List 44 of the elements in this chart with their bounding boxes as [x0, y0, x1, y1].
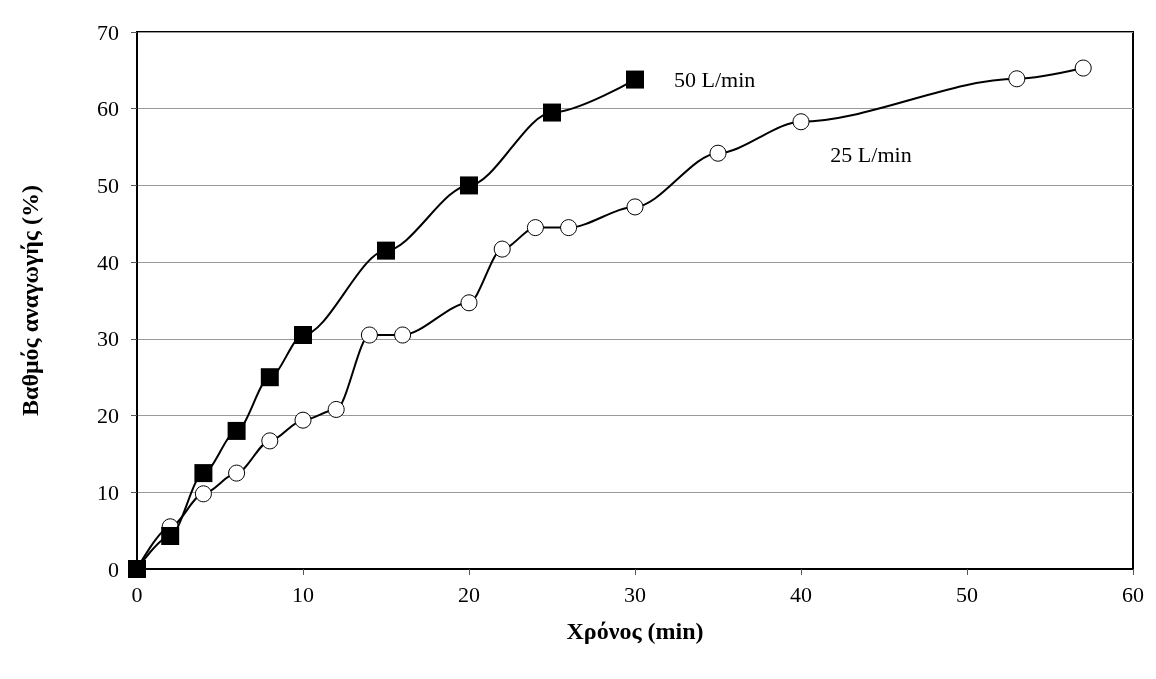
x-tick-label: 20 [458, 581, 480, 607]
point [161, 527, 180, 546]
x-tick-label: 50 [956, 581, 978, 607]
point [294, 411, 312, 429]
point [194, 485, 212, 503]
series-label: 25 L/min [830, 141, 912, 167]
x-tick-label: 40 [790, 581, 812, 607]
point [261, 432, 279, 450]
y-axis-title: Βαθμός αναγωγής (%) [17, 185, 43, 416]
point [526, 219, 544, 237]
point [227, 421, 246, 440]
y-tick-label: 20 [97, 403, 119, 429]
point [394, 326, 412, 344]
point [460, 176, 478, 195]
point [626, 198, 644, 216]
y-tick-label: 0 [108, 556, 119, 582]
point [543, 103, 561, 122]
point [228, 464, 246, 482]
point [493, 240, 511, 258]
point [260, 368, 279, 387]
point [327, 400, 345, 418]
point [792, 113, 810, 131]
point [194, 464, 213, 483]
x-tick-label: 30 [624, 581, 646, 607]
point [560, 219, 578, 237]
point [1008, 70, 1026, 88]
x-tick-label: 0 [131, 581, 143, 607]
x-axis-title: Χρόνος (min) [566, 618, 704, 644]
point [626, 70, 644, 89]
y-tick-label: 50 [97, 172, 119, 198]
point [709, 144, 727, 162]
y-tick-label: 60 [97, 96, 119, 122]
point [1074, 59, 1092, 77]
point [377, 241, 395, 260]
point [294, 326, 312, 345]
point [360, 326, 378, 344]
x-tick-label: 60 [1122, 581, 1144, 607]
y-tick-label: 40 [97, 249, 119, 275]
x-tick-label: 10 [292, 581, 314, 607]
y-tick-label: 70 [97, 19, 119, 45]
y-tick-label: 30 [97, 326, 119, 352]
point [460, 294, 478, 312]
y-tick-label: 10 [97, 479, 119, 505]
series-label: 50 L/min [674, 67, 756, 93]
